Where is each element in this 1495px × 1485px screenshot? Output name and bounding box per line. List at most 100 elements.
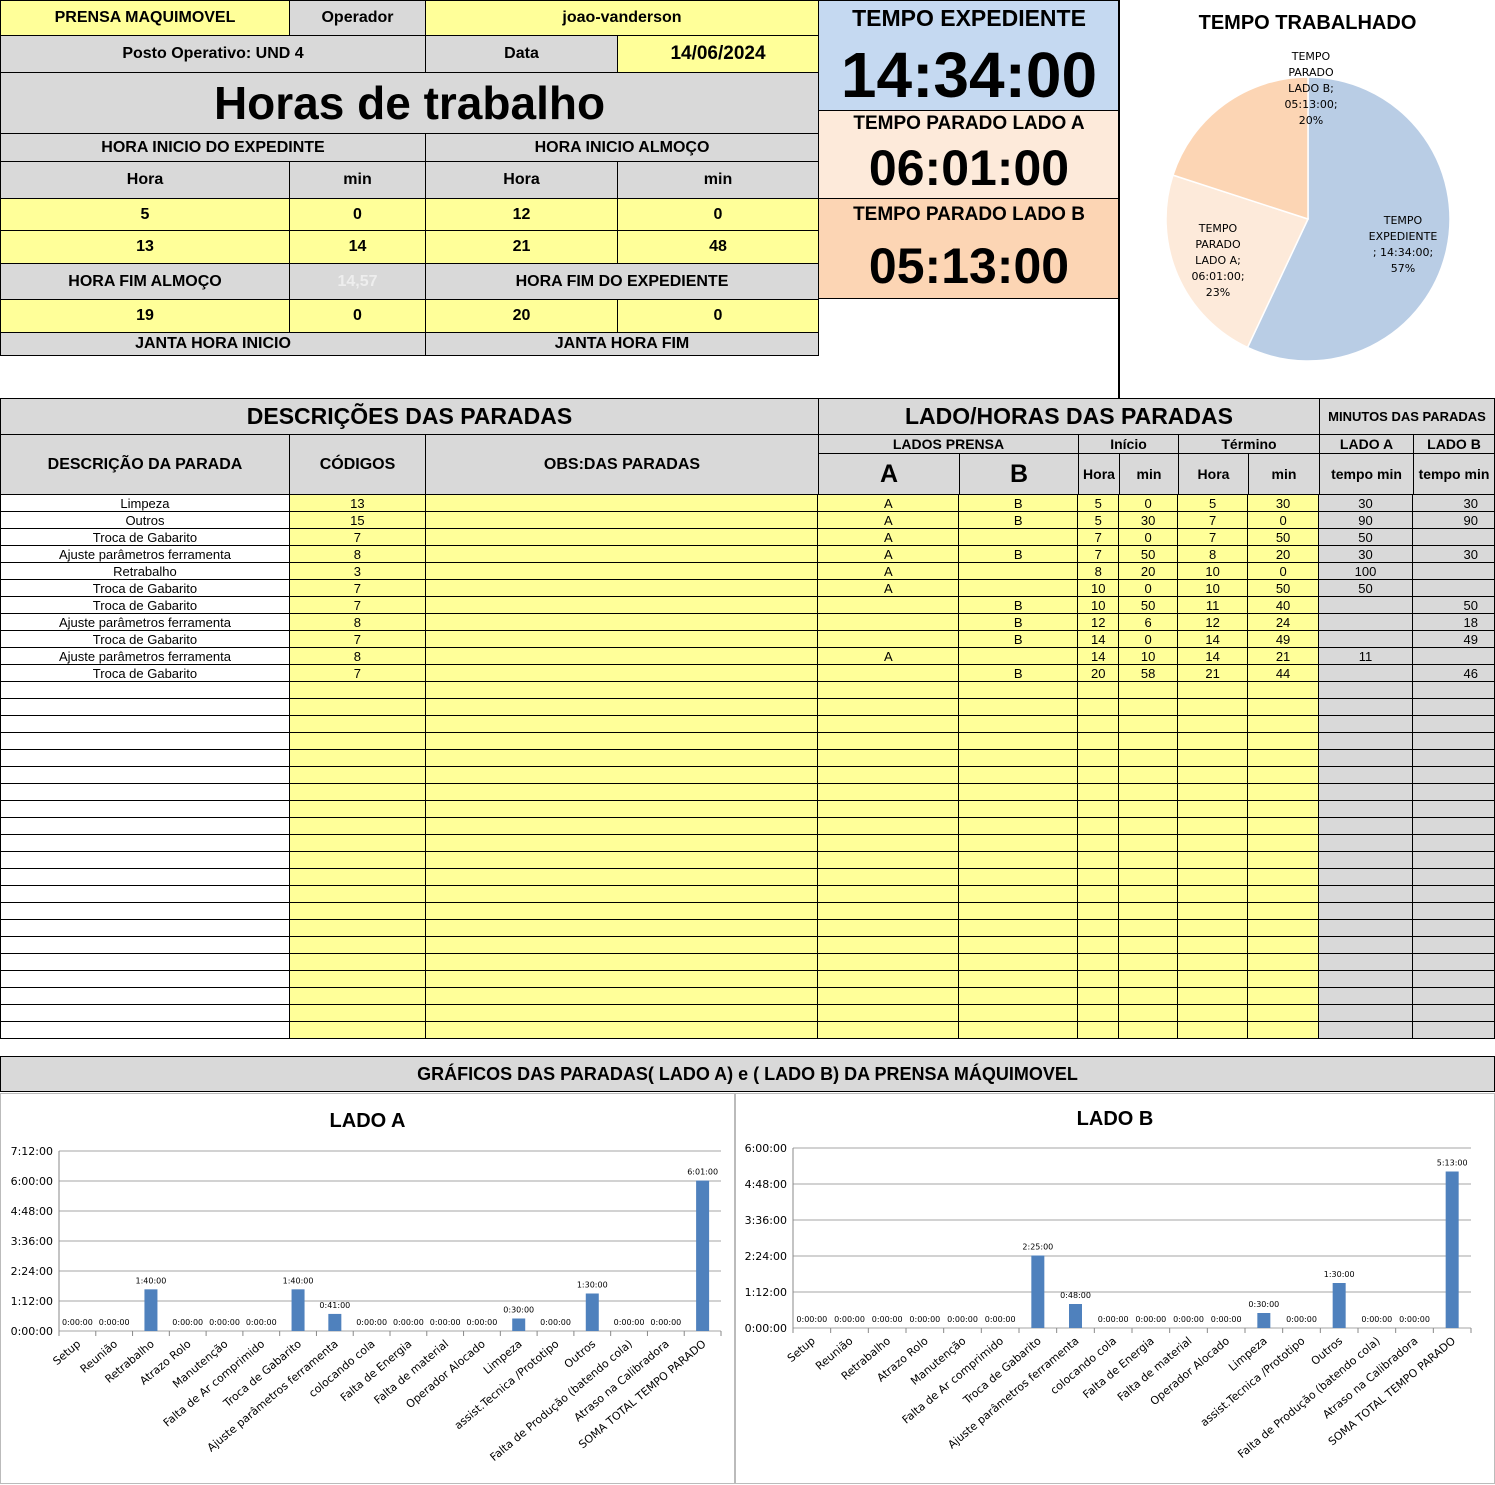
stop-description[interactable]: Ajuste parâmetros ferramenta [0,647,290,665]
stop-end-hour[interactable]: 14 [1177,647,1249,665]
stop-start-hour[interactable] [1077,766,1120,784]
stop-code[interactable] [288,1021,426,1039]
stop-side-b[interactable] [958,953,1079,971]
stop-description[interactable]: Troca de Gabarito [0,630,290,648]
stop-side-a[interactable]: A [817,562,960,580]
stop-end-min[interactable]: 0 [1247,511,1320,529]
stop-start-min[interactable] [1118,783,1179,801]
stop-start-min[interactable] [1118,851,1179,869]
stop-code[interactable]: 13 [288,494,426,512]
hour-input[interactable]: 19 [0,299,290,333]
stop-obs[interactable] [424,834,819,852]
stop-description[interactable]: Troca de Gabarito [0,664,290,682]
stop-start-hour[interactable]: 10 [1077,596,1120,614]
stop-side-a[interactable] [817,902,960,920]
stop-end-hour[interactable] [1177,970,1249,988]
stop-description[interactable]: Limpeza [0,494,290,512]
hour-input[interactable]: 12 [425,198,618,231]
stop-obs[interactable] [424,698,819,716]
stop-end-hour[interactable] [1177,1021,1249,1039]
stop-description[interactable] [0,970,290,988]
stop-start-min[interactable] [1118,834,1179,852]
stop-side-a[interactable]: A [817,579,960,597]
stop-start-min[interactable]: 0 [1118,528,1179,546]
stop-obs[interactable] [424,953,819,971]
stop-start-min[interactable]: 0 [1118,579,1179,597]
stop-code[interactable] [288,987,426,1005]
stop-obs[interactable] [424,868,819,886]
stop-end-hour[interactable]: 12 [1177,613,1249,631]
minute-input[interactable]: 0 [289,299,426,333]
stop-side-b[interactable]: B [958,596,1079,614]
stop-obs[interactable] [424,681,819,699]
stop-side-a[interactable] [817,817,960,835]
stop-side-b[interactable] [958,919,1079,937]
stop-end-hour[interactable] [1177,851,1249,869]
stop-code[interactable]: 8 [288,545,426,563]
stop-obs[interactable] [424,970,819,988]
stop-end-min[interactable]: 40 [1247,596,1320,614]
stop-code[interactable] [288,783,426,801]
stop-start-min[interactable] [1118,936,1179,954]
stop-start-hour[interactable] [1077,698,1120,716]
stop-end-hour[interactable] [1177,987,1249,1005]
stop-side-b[interactable] [958,562,1079,580]
stop-start-hour[interactable]: 14 [1077,647,1120,665]
stop-code[interactable] [288,970,426,988]
stop-code[interactable]: 7 [288,596,426,614]
stop-description[interactable] [0,902,290,920]
stop-end-min[interactable] [1247,834,1320,852]
stop-end-hour[interactable] [1177,766,1249,784]
stop-end-hour[interactable]: 8 [1177,545,1249,563]
stop-description[interactable]: Troca de Gabarito [0,579,290,597]
stop-side-b[interactable] [958,936,1079,954]
hour-input[interactable]: 5 [0,198,290,231]
stop-side-b[interactable] [958,766,1079,784]
stop-start-min[interactable]: 30 [1118,511,1179,529]
stop-start-min[interactable] [1118,732,1179,750]
stop-start-hour[interactable] [1077,749,1120,767]
stop-code[interactable]: 8 [288,647,426,665]
stop-start-hour[interactable]: 12 [1077,613,1120,631]
stop-side-b[interactable]: B [958,511,1079,529]
minute-input[interactable]: 48 [617,230,819,264]
stop-start-min[interactable]: 10 [1118,647,1179,665]
stop-side-a[interactable] [817,800,960,818]
stop-side-a[interactable] [817,987,960,1005]
stop-obs[interactable] [424,732,819,750]
stop-obs[interactable] [424,613,819,631]
stop-end-min[interactable] [1247,715,1320,733]
stop-end-hour[interactable]: 10 [1177,562,1249,580]
stop-code[interactable]: 7 [288,664,426,682]
stop-side-a[interactable] [817,970,960,988]
stop-start-min[interactable] [1118,987,1179,1005]
stop-start-hour[interactable] [1077,1021,1120,1039]
stop-start-hour[interactable]: 5 [1077,511,1120,529]
stop-code[interactable] [288,868,426,886]
stop-description[interactable]: Troca de Gabarito [0,596,290,614]
stop-start-min[interactable] [1118,868,1179,886]
stop-code[interactable] [288,681,426,699]
stop-obs[interactable] [424,766,819,784]
stop-start-hour[interactable] [1077,1004,1120,1022]
stop-end-hour[interactable]: 21 [1177,664,1249,682]
stop-end-hour[interactable] [1177,732,1249,750]
stop-side-b[interactable] [958,834,1079,852]
stop-code[interactable] [288,800,426,818]
stop-start-hour[interactable] [1077,800,1120,818]
stop-description[interactable]: Troca de Gabarito [0,528,290,546]
stop-end-hour[interactable] [1177,1004,1249,1022]
stop-code[interactable] [288,936,426,954]
stop-side-b[interactable] [958,987,1079,1005]
stop-side-b[interactable] [958,868,1079,886]
stop-code[interactable]: 7 [288,630,426,648]
stop-side-a[interactable]: A [817,545,960,563]
stop-end-hour[interactable] [1177,783,1249,801]
stop-end-min[interactable] [1247,885,1320,903]
stop-end-hour[interactable]: 14 [1177,630,1249,648]
stop-start-hour[interactable]: 7 [1077,545,1120,563]
stop-side-b[interactable] [958,970,1079,988]
stop-end-hour[interactable] [1177,681,1249,699]
stop-end-min[interactable]: 0 [1247,562,1320,580]
stop-description[interactable]: Ajuste parâmetros ferramenta [0,545,290,563]
